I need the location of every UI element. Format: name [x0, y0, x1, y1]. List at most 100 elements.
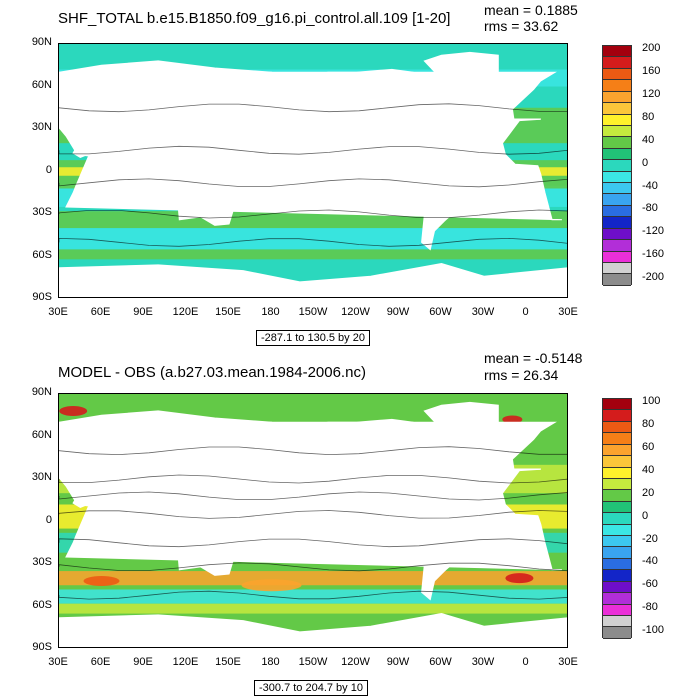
y-tick-label: 0 [45, 513, 52, 526]
x-tick-label: 60E [90, 656, 111, 668]
colorbar-swatch [603, 616, 631, 628]
x-tick-label: 60W [429, 656, 452, 668]
x-tick-label: 150W [298, 656, 328, 668]
colorbar-label: -160 [642, 248, 665, 261]
colorbar-swatch [603, 570, 631, 582]
x-tick-label: 90E [133, 306, 153, 318]
colorbar-swatch [603, 125, 631, 138]
colorbar-swatch [603, 433, 631, 445]
colorbar-label: -80 [642, 601, 658, 614]
map-plot [58, 43, 568, 298]
colorbar-swatch [603, 148, 631, 161]
y-tick-label: 30S [32, 206, 52, 218]
x-tick-label: 120W [341, 656, 370, 668]
colorbar-swatch [603, 524, 631, 537]
x-tick-label: 90W [386, 656, 410, 668]
world-map-diff [59, 394, 567, 647]
y-tick-label: 30N [31, 471, 52, 483]
colorbar-swatch [603, 274, 631, 286]
colorbar-label: 200 [642, 42, 661, 55]
colorbar-swatch [603, 627, 631, 639]
colorbar-swatch [603, 478, 631, 491]
colorbar-swatch [603, 421, 631, 434]
panel-top: SHF_TOTAL b.e15.B1850.f09_g16.pi_control… [31, 2, 665, 346]
x-tick-label: 120W [341, 306, 370, 318]
colorbar-swatch [603, 57, 631, 69]
x-tick-label: 60E [90, 306, 111, 318]
colorbar-swatch [603, 205, 631, 218]
x-tick-label: 150E [215, 306, 241, 318]
colorbar-label: 60 [642, 441, 655, 454]
colorbar-swatch [603, 581, 631, 594]
colorbar-swatch [603, 160, 631, 172]
y-tick-label: 90N [31, 36, 52, 48]
colorbar-swatch [603, 399, 631, 411]
colorbar-swatch [603, 444, 631, 457]
rms-label: rms = 33.62 [484, 18, 559, 34]
colorbar [602, 398, 632, 639]
colorbar-label: -40 [642, 555, 658, 568]
x-tick-label: 120E [172, 656, 199, 668]
rms-label: rms = 26.34 [484, 367, 559, 383]
world-map-shf [59, 44, 567, 297]
colorbar [602, 45, 632, 286]
x-tick-label: 180 [261, 656, 280, 668]
colorbar-swatch [603, 501, 631, 514]
x-tick-label: 30E [558, 656, 578, 668]
colorbar-label: -200 [642, 271, 665, 283]
x-tick-label: 60W [429, 306, 452, 318]
x-tick-label: 150E [215, 656, 241, 668]
y-tick-label: 60S [32, 248, 52, 261]
colorbar-swatch [603, 513, 631, 525]
x-tick-label: 90W [386, 306, 410, 318]
x-tick-label: 30E [48, 306, 68, 318]
contour-info: -287.1 to 130.5 by 20 [256, 330, 370, 346]
y-tick-label: 90N [31, 386, 52, 398]
mean-label: mean = -0.5148 [484, 350, 583, 366]
colorbar-swatch [603, 558, 631, 571]
colorbar-swatch [603, 46, 631, 58]
colorbar-label: 40 [642, 464, 655, 476]
colorbar-swatch [603, 171, 631, 184]
colorbar-label: 120 [642, 88, 661, 101]
colorbar-label: -40 [642, 179, 658, 192]
contour-info: -300.7 to 204.7 by 10 [254, 680, 368, 696]
colorbar-swatch [603, 536, 631, 548]
x-tick-label: 0 [522, 656, 529, 668]
x-tick-label: 0 [522, 306, 529, 318]
colorbar-swatch [603, 91, 631, 104]
colorbar-swatch [603, 194, 631, 206]
colorbar-swatch [603, 114, 631, 126]
colorbar-swatch [603, 490, 631, 502]
y-tick-label: 30N [31, 121, 52, 133]
colorbar-label: 40 [642, 133, 655, 146]
colorbar-swatch [603, 263, 631, 275]
colorbar-label: -100 [642, 624, 665, 636]
colorbar-swatch [603, 593, 631, 605]
colorbar-label: 80 [642, 111, 655, 123]
x-tick-label: 180 [261, 306, 280, 318]
mean-label: mean = 0.1885 [484, 2, 578, 18]
x-tick-label: 90E [133, 656, 153, 668]
x-tick-label: 30E [558, 306, 578, 318]
panel-title: SHF_TOTAL b.e15.B1850.f09_g16.pi_control… [58, 10, 451, 27]
y-tick-label: 60N [31, 428, 52, 441]
colorbar-swatch [603, 240, 631, 252]
colorbar-swatch [603, 251, 631, 264]
y-tick-label: 60S [32, 598, 52, 611]
panel-title: MODEL - OBS (a.b27.03.mean.1984-2006.nc) [58, 364, 366, 381]
colorbar-swatch [603, 103, 631, 115]
y-tick-label: 0 [45, 163, 52, 176]
colorbar-swatch [603, 467, 631, 479]
colorbar-swatch [603, 137, 631, 149]
colorbar-label: -60 [642, 578, 658, 591]
colorbar-swatch [603, 217, 631, 229]
x-tick-label: 30W [471, 306, 495, 318]
y-tick-label: 60N [31, 78, 52, 91]
y-tick-label: 30S [32, 556, 52, 568]
colorbar-swatch [603, 604, 631, 617]
colorbar-label: 160 [642, 65, 661, 78]
colorbar-label: 20 [642, 486, 655, 499]
colorbar-swatch [603, 68, 631, 81]
